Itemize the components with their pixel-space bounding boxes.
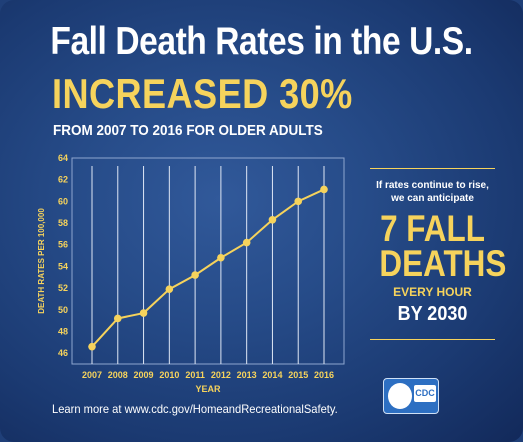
projection-big-line2: DEATHS: [379, 243, 507, 284]
headline: INCREASED 30%: [52, 70, 353, 117]
hhs-eagle-icon: [388, 383, 412, 409]
x-tick-label: 2011: [185, 370, 205, 380]
data-point: [268, 216, 277, 224]
y-tick-label: 54: [58, 261, 68, 271]
y-tick-label: 62: [58, 175, 68, 185]
x-tick-label: 2008: [108, 370, 128, 380]
projection-intro: If rates continue to rise, we can antici…: [376, 180, 489, 204]
plot-frame: [71, 157, 345, 365]
data-point: [294, 197, 303, 206]
subtitle: FROM 2007 TO 2016 FOR OLDER ADULTS: [53, 122, 323, 139]
x-axis-label: YEAR: [195, 384, 221, 394]
data-point: [139, 309, 148, 317]
page-title: Fall Death Rates in the U.S.: [50, 20, 473, 63]
y-tick-label: 50: [58, 305, 68, 315]
y-tick-label: 64: [58, 153, 68, 163]
cdc-logo: CDC: [383, 378, 439, 414]
y-tick-label: 52: [58, 283, 68, 293]
x-tick-label: 2010: [159, 370, 179, 380]
x-tick-label: 2015: [288, 370, 308, 380]
data-point: [217, 253, 225, 262]
x-tick-label: 2007: [82, 370, 102, 380]
projection-every-hour: EVERY HOUR: [393, 285, 472, 299]
series-line: [91, 188, 325, 348]
data-point: [113, 314, 122, 323]
x-tick-label: 2016: [314, 370, 334, 380]
data-point: [165, 285, 174, 293]
x-tick-label: 2013: [237, 370, 257, 380]
projection-year: BY 2030: [397, 303, 468, 325]
footer-link-text[interactable]: Learn more at www.cdc.gov/HomeandRecreat…: [52, 402, 338, 416]
y-axis-label: DEATH RATES PER 100,000: [37, 208, 46, 314]
x-tick-label: 2014: [262, 370, 282, 380]
data-point: [88, 342, 96, 351]
y-tick-label: 56: [58, 240, 68, 250]
y-tick-label: 48: [58, 326, 68, 336]
data-point: [191, 271, 199, 279]
y-tick-label: 60: [58, 196, 68, 206]
x-tick-label: 2009: [134, 370, 154, 380]
x-tick-label: 2012: [211, 370, 231, 380]
y-tick-label: 58: [58, 218, 68, 228]
data-point: [320, 185, 328, 194]
projection-panel: If rates continue to rise, we can antici…: [370, 168, 507, 340]
projection-big-line1: 7 FALL: [380, 208, 485, 249]
data-point: [242, 238, 251, 247]
cdc-logo-text: CDC: [414, 385, 436, 402]
y-tick-label: 46: [58, 348, 68, 358]
